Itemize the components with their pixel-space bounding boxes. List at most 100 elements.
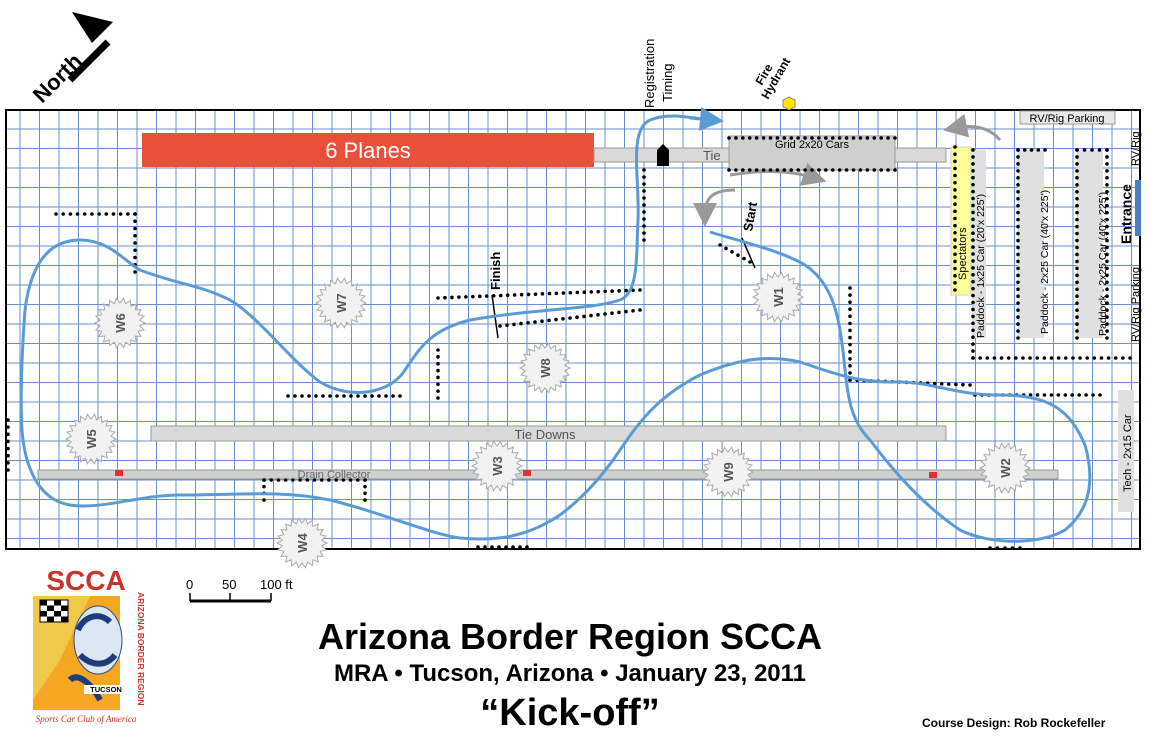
paddock-1-label: Paddock - 1x25 Car (20'x 225') [975,194,987,338]
cone [610,289,614,293]
cone [730,250,734,254]
cone [540,292,545,296]
cone [796,168,800,172]
cone [1105,231,1109,236]
north-label: North [28,48,87,107]
cone [6,418,10,422]
cone [298,478,302,482]
cone [1016,322,1020,326]
cone [971,252,975,256]
cone [848,371,852,375]
cone [953,202,957,206]
cone [1075,287,1079,292]
cone [848,342,852,347]
worker-station-badge [701,446,755,498]
worker-station-badge [275,517,329,569]
cone [1105,259,1109,264]
cone [971,175,975,180]
cone [742,256,746,261]
cone [568,316,572,320]
cone [761,136,766,140]
cone [999,356,1004,360]
tech-label: Tech - 2x15 Car [1122,414,1134,492]
cone [82,212,87,216]
cone [518,545,522,549]
cone [436,361,440,366]
cone [953,245,957,249]
cone [1016,217,1020,222]
cone [992,356,997,360]
cone [1014,356,1018,360]
cone [519,292,524,297]
cone [796,136,800,140]
cone [1078,356,1082,360]
cone [6,461,10,465]
cone [971,342,975,346]
cone [589,290,594,294]
cone [377,394,381,398]
cone [483,545,487,549]
cone [953,209,957,214]
cone [754,168,759,172]
cone [1084,393,1088,397]
cone [971,321,975,326]
finish-label: Finish [488,252,503,290]
scale-end: 100 ft [260,577,293,592]
cone [830,136,835,140]
cone [1056,393,1061,397]
drain-marker-2 [523,470,531,476]
cone [789,168,794,172]
cone [741,168,745,172]
cone [953,259,957,264]
cone [953,173,957,178]
cone [953,188,957,192]
cone [1003,546,1007,550]
cone [1075,266,1079,271]
cone [617,289,621,293]
cone [525,545,529,549]
course-direction-arrow [689,106,724,131]
cone [953,166,957,171]
cone [561,291,566,295]
scale-zero: 0 [186,577,193,592]
cone [363,394,367,398]
cone [6,446,10,451]
cone [939,382,944,386]
event-title: Arizona Border Region SCCA [317,616,823,657]
cone [851,136,856,140]
cone [971,314,975,319]
cone [1105,169,1109,173]
cone [1016,301,1020,305]
cone [865,136,870,140]
rv-top-label: RV/Rig Parking [1030,113,1105,125]
cone [1105,224,1109,229]
cone [971,169,975,173]
worker-station-badge [314,277,368,329]
paddock-2-label: Paddock - 2x25 Car (40'x 225') [1039,190,1051,334]
cone [1105,210,1109,215]
cone [1106,356,1111,360]
planes-area [142,133,594,167]
cone [971,356,975,360]
cone [1028,393,1033,397]
cone [575,315,579,320]
cone [1016,203,1020,208]
cone [1105,273,1109,278]
cone [327,478,331,482]
cone [810,136,814,140]
cone [789,136,794,140]
registration-label: Registration [642,39,657,108]
cone [1016,189,1020,194]
cone [603,289,607,294]
cone [893,136,897,140]
cone [638,308,642,312]
cone [848,335,852,340]
cone [617,310,621,315]
event-name: “Kick-off” [480,692,660,734]
cone [1105,329,1109,333]
cone [363,484,367,489]
cone [6,453,10,458]
rv-side-top-label: RV/Rig [1130,131,1142,166]
cone [782,136,787,140]
cone [817,168,821,172]
